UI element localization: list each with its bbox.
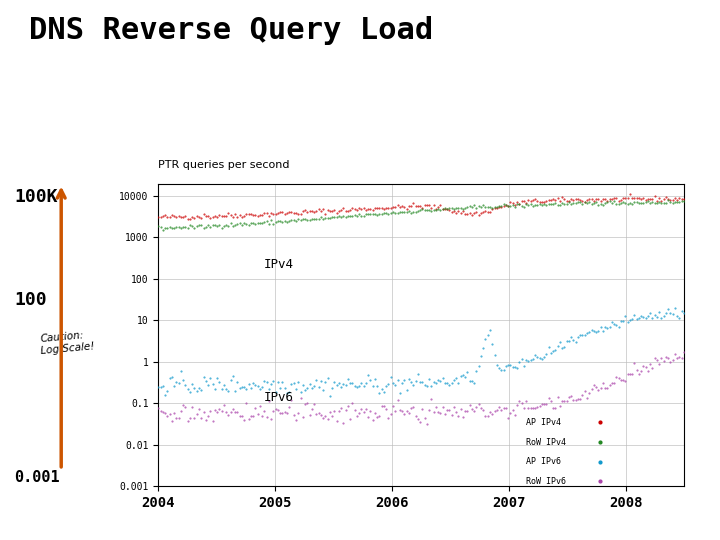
Text: AP IPv4: AP IPv4 xyxy=(526,418,562,427)
Text: RoW IPv6: RoW IPv6 xyxy=(526,477,567,486)
Text: IPv4: IPv4 xyxy=(264,258,294,271)
Text: RoW IPv4: RoW IPv4 xyxy=(526,437,567,447)
Text: 100K: 100K xyxy=(14,188,58,206)
Text: AP IPv6: AP IPv6 xyxy=(526,457,562,467)
Text: 0.001: 0.001 xyxy=(14,470,60,485)
Text: 100: 100 xyxy=(14,291,47,309)
Text: PTR queries per second: PTR queries per second xyxy=(158,160,290,170)
Text: DNS Reverse Query Load: DNS Reverse Query Load xyxy=(29,16,433,45)
Text: Caution:
Log Scale!: Caution: Log Scale! xyxy=(40,330,96,356)
Text: IPv6: IPv6 xyxy=(264,392,294,404)
